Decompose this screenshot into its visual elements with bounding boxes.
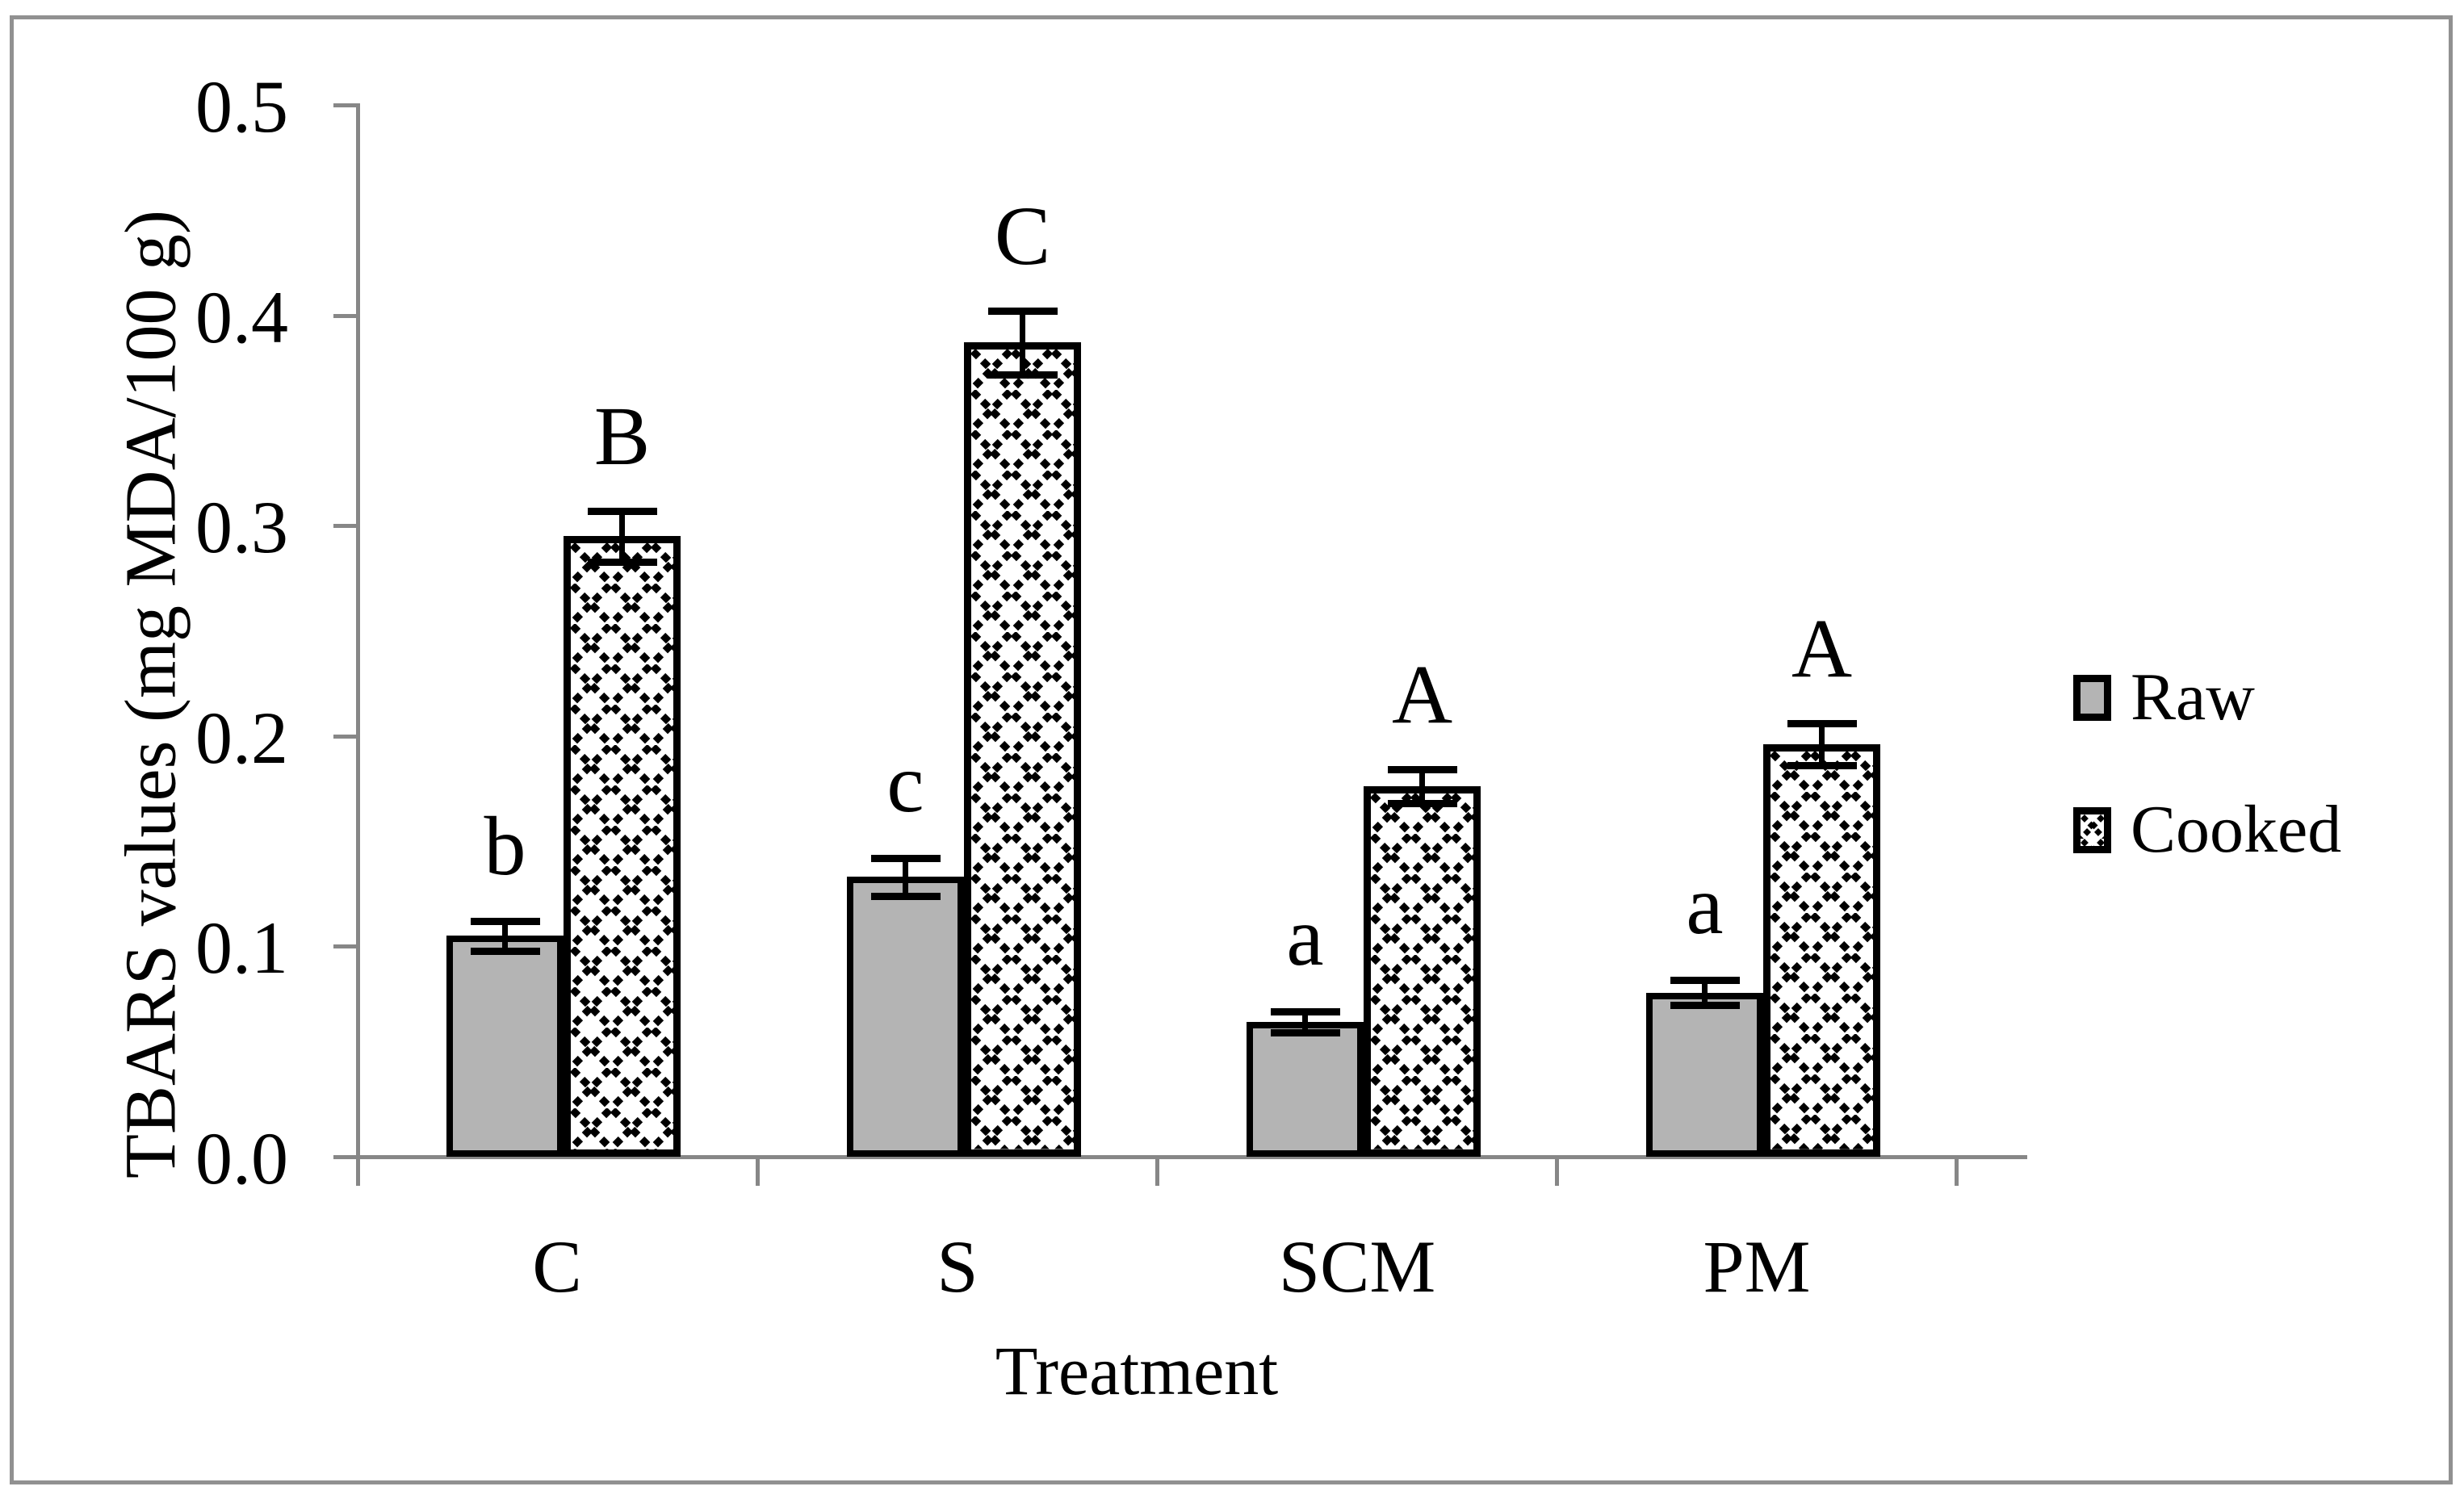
- x-axis-line: [356, 1155, 2027, 1159]
- error-bar-cap-top: [987, 308, 1058, 316]
- error-bar-stem: [502, 921, 508, 951]
- x-tick: [1555, 1157, 1559, 1186]
- bar-raw-C: [446, 936, 564, 1157]
- error-bar-cap-bottom: [587, 558, 657, 566]
- error-bar-cap-top: [587, 507, 657, 515]
- error-bar-stem: [903, 857, 908, 896]
- y-tick: [333, 524, 358, 529]
- bar-raw-PM: [1646, 992, 1763, 1157]
- bar-cooked-S: [964, 342, 1081, 1157]
- y-tick: [333, 103, 358, 107]
- x-tick: [756, 1157, 760, 1186]
- error-bar-cap-bottom: [1787, 762, 1857, 770]
- error-bar-cap-top: [1270, 1008, 1340, 1016]
- error-bar-cap-bottom: [1670, 1002, 1740, 1010]
- x-tick: [1155, 1157, 1159, 1186]
- cooked-swatch-icon: [2073, 806, 2111, 853]
- error-bar-stem: [619, 510, 625, 562]
- y-axis-title: TBARS values (mg MDA/100 g): [111, 210, 191, 1179]
- sig-letter: c: [886, 736, 924, 830]
- x-axis-title: Treatment: [995, 1332, 1279, 1409]
- x-tick: [356, 1157, 360, 1186]
- y-tick: [333, 734, 358, 739]
- bar-cooked-SCM: [1364, 786, 1481, 1157]
- error-bar-cap-top: [470, 918, 540, 926]
- legend-label-cooked: Cooked: [2131, 792, 2342, 867]
- sig-letter: A: [1391, 648, 1453, 742]
- y-tick: [333, 1155, 358, 1159]
- y-tick: [333, 944, 358, 949]
- raw-swatch-icon: [2073, 674, 2111, 721]
- error-bar-stem: [1020, 311, 1025, 375]
- error-bar-cap-bottom: [1387, 800, 1457, 808]
- error-bar-cap-bottom: [1270, 1029, 1340, 1037]
- sig-letter: A: [1791, 602, 1853, 696]
- error-bar-cap-top: [1787, 720, 1857, 728]
- bar-raw-S: [847, 877, 964, 1157]
- sig-letter: a: [1286, 890, 1324, 984]
- legend-label-raw: Raw: [2131, 659, 2255, 735]
- error-bar-cap-bottom: [470, 947, 540, 955]
- y-axis-line: [356, 103, 360, 1159]
- y-tick: [333, 313, 358, 318]
- error-bar-cap-top: [1670, 977, 1740, 985]
- error-bar-stem: [1419, 769, 1425, 804]
- x-tick-label: C: [532, 1225, 582, 1308]
- x-tick: [1955, 1157, 1959, 1186]
- x-tick-label: PM: [1703, 1225, 1811, 1308]
- sig-letter: a: [1686, 859, 1724, 953]
- sig-letter: B: [593, 389, 651, 483]
- error-bar-stem: [1302, 1011, 1308, 1033]
- bar-cooked-PM: [1763, 744, 1880, 1157]
- figure-border: [10, 15, 2453, 1484]
- error-bar-stem: [1819, 723, 1825, 766]
- legend-item-cooked: Cooked: [2073, 796, 2341, 864]
- error-bar-cap-top: [1387, 766, 1457, 774]
- error-bar-stem: [1702, 980, 1708, 1006]
- legend-item-raw: Raw: [2073, 664, 2255, 731]
- sig-letter: C: [994, 190, 1051, 283]
- error-bar-cap-bottom: [987, 371, 1058, 379]
- error-bar-cap-bottom: [870, 892, 941, 900]
- x-tick-label: S: [937, 1225, 978, 1308]
- x-tick-label: SCM: [1278, 1225, 1436, 1308]
- bar-cooked-C: [564, 536, 681, 1157]
- bar-raw-SCM: [1247, 1022, 1364, 1157]
- sig-letter: b: [484, 800, 526, 894]
- error-bar-cap-top: [870, 854, 941, 862]
